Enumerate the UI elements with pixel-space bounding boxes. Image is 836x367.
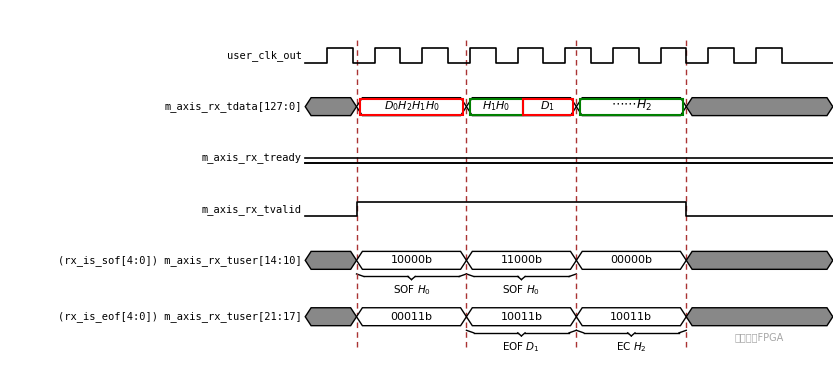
Text: EC $H_2$: EC $H_2$ <box>615 340 646 354</box>
Polygon shape <box>305 251 356 269</box>
Polygon shape <box>356 308 466 326</box>
Text: 网络交换FPGA: 网络交换FPGA <box>734 332 783 342</box>
Text: $H_1H_0$: $H_1H_0$ <box>482 99 510 113</box>
Text: $\cdots\cdots H_2$: $\cdots\cdots H_2$ <box>610 98 651 113</box>
Polygon shape <box>686 251 832 269</box>
Polygon shape <box>356 251 466 269</box>
Polygon shape <box>576 308 686 326</box>
Polygon shape <box>686 98 832 116</box>
Text: 00000b: 00000b <box>609 255 651 265</box>
Text: m_axis_rx_tvalid: m_axis_rx_tvalid <box>201 204 301 215</box>
Text: SOF $H_0$: SOF $H_0$ <box>502 284 540 298</box>
Polygon shape <box>466 308 576 326</box>
Text: 10011b: 10011b <box>609 312 651 322</box>
Text: m_axis_rx_tready: m_axis_rx_tready <box>201 152 301 163</box>
Text: m_axis_rx_tdata[127:0]: m_axis_rx_tdata[127:0] <box>164 101 301 112</box>
Polygon shape <box>686 308 832 326</box>
Polygon shape <box>466 98 576 116</box>
Text: $D_0H_2H_1H_0$: $D_0H_2H_1H_0$ <box>383 99 439 113</box>
Text: 10000b: 10000b <box>390 255 432 265</box>
Text: EOF $D_1$: EOF $D_1$ <box>502 340 540 354</box>
Text: (rx_is_sof[4:0]) m_axis_rx_tuser[14:10]: (rx_is_sof[4:0]) m_axis_rx_tuser[14:10] <box>58 255 301 266</box>
Text: 00011b: 00011b <box>390 312 432 322</box>
Text: user_clk_out: user_clk_out <box>227 50 301 61</box>
Polygon shape <box>305 98 356 116</box>
Text: 11000b: 11000b <box>500 255 542 265</box>
Polygon shape <box>466 251 576 269</box>
Polygon shape <box>576 98 686 116</box>
Text: 10011b: 10011b <box>500 312 542 322</box>
Polygon shape <box>305 308 356 326</box>
Text: (rx_is_eof[4:0]) m_axis_rx_tuser[21:17]: (rx_is_eof[4:0]) m_axis_rx_tuser[21:17] <box>58 311 301 322</box>
Text: $D_1$: $D_1$ <box>540 99 554 113</box>
Polygon shape <box>356 98 466 116</box>
Polygon shape <box>576 251 686 269</box>
Text: SOF $H_0$: SOF $H_0$ <box>392 284 430 298</box>
